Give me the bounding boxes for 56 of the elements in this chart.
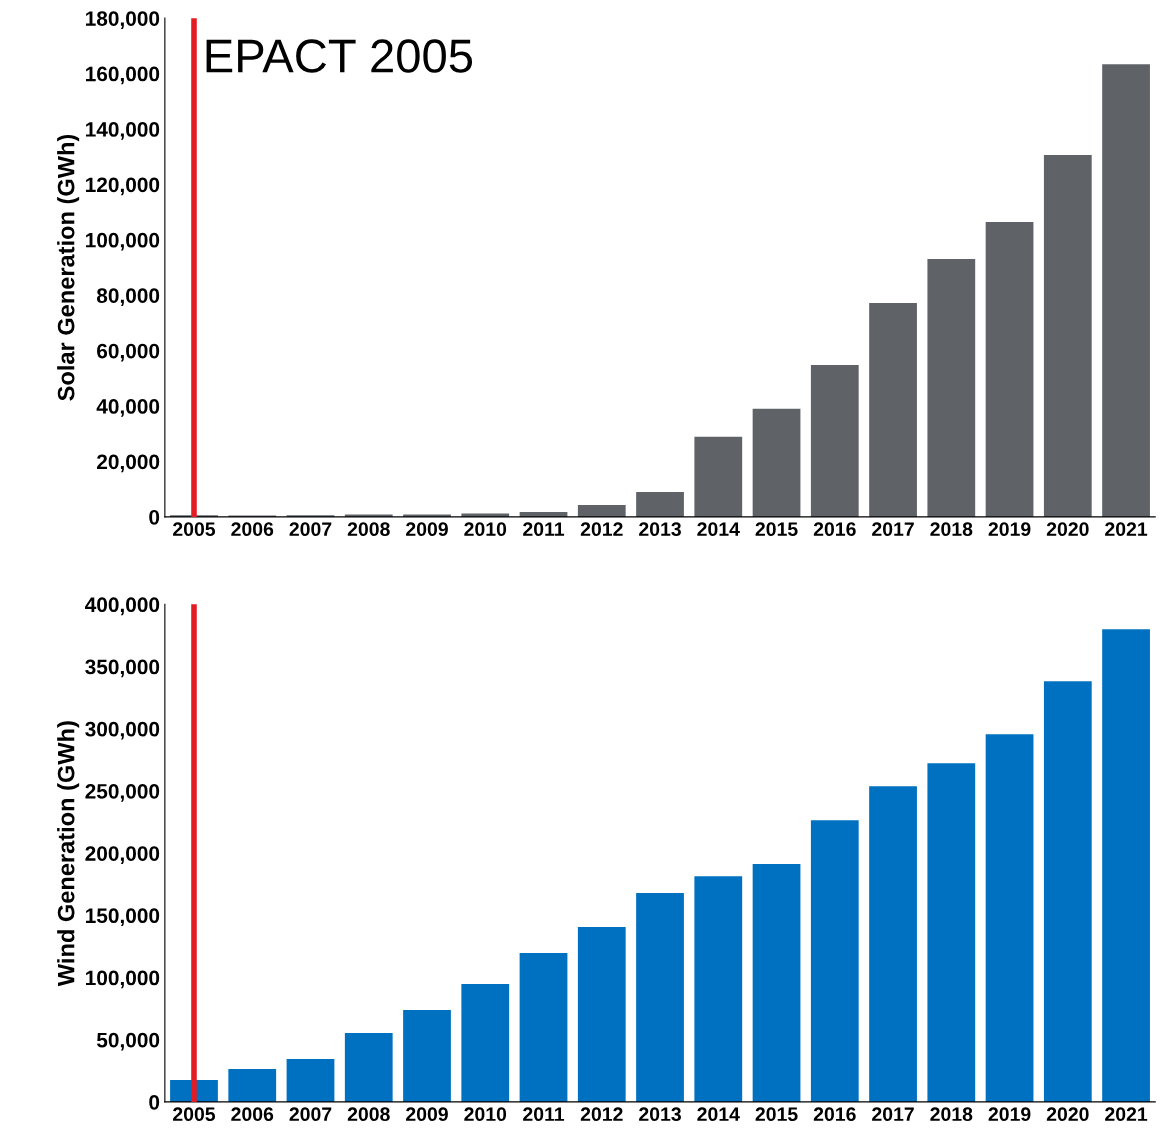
y-tick-label: 200,000 [85,846,160,864]
y-tick-label: 100,000 [86,232,160,251]
ref-line-label: EPACT 2005 [206,39,473,73]
x-tick-label: 2020 [1046,522,1089,537]
x-tick-label: 2009 [406,1107,448,1122]
y-axis-title: Wind Generation (GWh) [57,721,80,987]
x-tick-label: 2018 [930,522,973,537]
x-tick-label: 2016 [813,522,856,537]
y-tick-label: 100,000 [86,970,160,989]
x-tick-label: 2005 [173,522,216,537]
y-tick-label: 300,000 [85,721,160,740]
x-tick-label: 2006 [231,522,274,537]
x-tick-label: 2016 [813,1107,856,1122]
x-tick-label: 2014 [697,522,740,537]
y-tick-label: 140,000 [86,122,160,140]
x-tick-label: 2015 [755,522,798,537]
x-tick-label: 2012 [580,522,623,537]
x-tick-label: 2021 [1105,1107,1148,1122]
x-tick-label: 2008 [347,522,390,537]
x-tick-label: 2013 [639,1107,681,1122]
x-tick-label: 2013 [639,522,681,537]
x-tick-label: 2014 [697,1107,740,1122]
x-tick-label: 2020 [1046,1107,1089,1122]
y-axis-title: Solar Generation (GWh) [57,134,80,401]
y-tick-label: 40,000 [96,399,160,417]
y-tick-label: 120,000 [86,177,160,196]
y-tick-label: 150,000 [86,908,160,927]
x-tick-label: 2007 [289,522,332,537]
y-tick-label: 180,000 [86,11,160,29]
y-tick-label: 20,000 [97,454,160,473]
y-tick-label: 160,000 [86,66,160,85]
x-tick-label: 2015 [755,1107,798,1122]
x-tick-label: 2007 [289,1107,332,1122]
x-tick-label: 2017 [872,1107,914,1122]
y-tick-label: 350,000 [85,659,160,678]
y-tick-label: 60,000 [97,343,160,362]
x-tick-label: 2018 [930,1107,973,1122]
x-tick-label: 2010 [464,1107,507,1122]
x-tick-label: 2006 [231,1107,274,1122]
y-tick-label: 50,000 [96,1032,160,1051]
x-tick-label: 2008 [347,1107,390,1122]
x-tick-label: 2005 [173,1107,216,1122]
y-tick-label: 0 [149,1094,160,1110]
x-tick-label: 2017 [872,522,914,537]
x-tick-label: 2019 [988,1107,1031,1122]
x-tick-label: 2021 [1105,522,1148,537]
x-tick-label: 2019 [988,522,1031,537]
x-tick-label: 2012 [580,1107,623,1122]
y-tick-label: 250,000 [85,783,160,802]
x-tick-label: 2010 [464,522,507,537]
y-tick-label: 80,000 [96,288,160,307]
y-tick-label: 0 [149,509,160,525]
x-tick-label: 2011 [523,522,565,537]
y-tick-label: 400,000 [85,597,160,616]
x-tick-label: 2011 [523,1107,565,1122]
x-tick-label: 2009 [406,522,448,537]
